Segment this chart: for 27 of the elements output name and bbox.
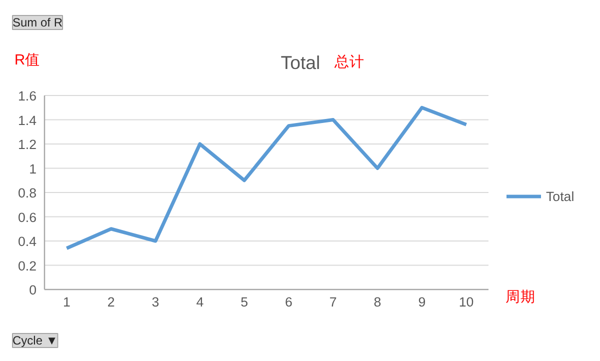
- x-tick-label: 10: [458, 294, 474, 310]
- y-tick-label: 1.2: [18, 137, 37, 152]
- y-tick-label: 0.6: [18, 210, 37, 225]
- x-tick-label: 5: [240, 294, 248, 310]
- line-series: [64, 106, 468, 250]
- y-tick-label: 0: [29, 282, 37, 298]
- x-tick-label: 2: [107, 294, 115, 310]
- text: R值: [14, 52, 40, 68]
- y-tick-label: 0.8: [18, 186, 37, 200]
- x-tick-label: 7: [329, 294, 337, 310]
- chart-title: Total: [280, 52, 320, 73]
- y-tick-label: 1: [29, 161, 37, 176]
- text: 总计: [334, 54, 364, 70]
- y-tick-label: 1.4: [18, 112, 38, 128]
- x-tick-label: 8: [374, 294, 382, 310]
- x-tick-label: 4: [196, 294, 204, 310]
- x-tick-label: 6: [284, 294, 292, 310]
- y-tick-label: 1.6: [18, 88, 37, 104]
- text: Sum of R: [12, 16, 63, 30]
- text: Cycle ▼: [12, 334, 58, 348]
- legend-label: Total: [546, 188, 574, 204]
- text: 周期: [506, 288, 536, 306]
- x-tick-label: 9: [418, 294, 426, 310]
- x-tick-label: 1: [62, 294, 70, 310]
- y-tick-label: 0.2: [18, 258, 37, 274]
- y-tick-label: 0.4: [18, 234, 38, 249]
- x-tick-label: 3: [152, 294, 160, 310]
